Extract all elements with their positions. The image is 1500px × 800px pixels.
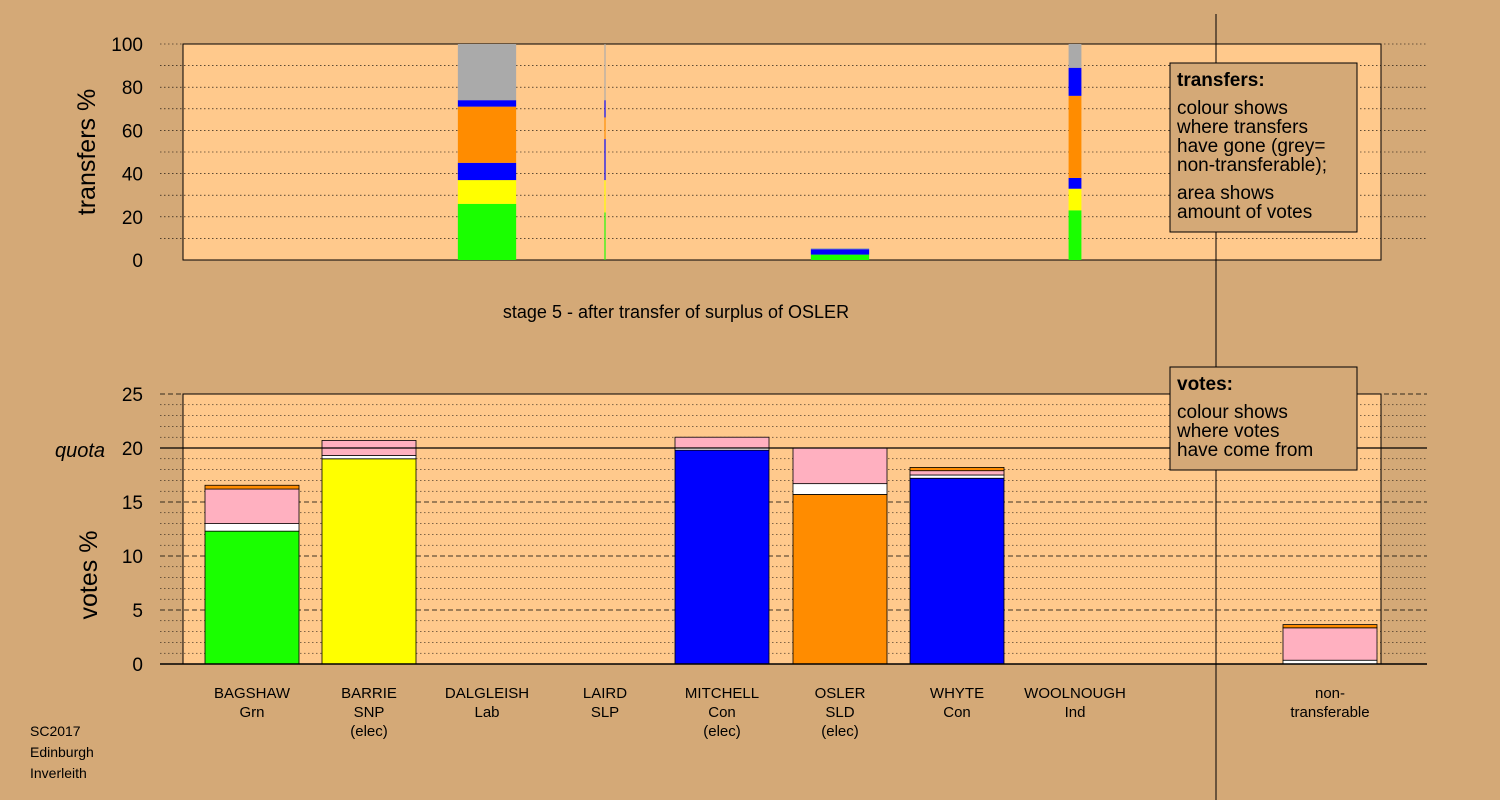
- vote-bar-segment: [909, 470, 1005, 476]
- candidate-name-label: OSLER: [815, 685, 866, 702]
- vote-bar-segment: [792, 494, 888, 665]
- vote-bar-segment: [204, 523, 300, 532]
- stage-title: stage 5 - after transfer of surplus of O…: [503, 302, 849, 322]
- vote-bar-segment: [321, 458, 417, 665]
- vote-bar-segment: [204, 488, 300, 525]
- vote-bar-segment: [792, 447, 888, 485]
- candidate-party-label: Ind: [1065, 704, 1086, 721]
- transfer-bar-segment: [457, 203, 517, 260]
- transfer-bar-segment: [1068, 95, 1082, 178]
- footer-line: SC2017: [30, 723, 81, 739]
- candidate-status-label: (elec): [821, 723, 859, 740]
- transfer-bar-segment: [604, 100, 606, 118]
- top-y-tick-label: 0: [132, 251, 143, 272]
- bottom-y-tick-label: 5: [132, 601, 143, 622]
- vote-bar-segment: [204, 484, 300, 490]
- transfers-legend-line: colour shows: [1177, 98, 1288, 119]
- candidate-name-label: WHYTE: [930, 685, 984, 702]
- transfers-legend-title: transfers:: [1177, 70, 1265, 91]
- vote-bar-segment: [321, 455, 417, 460]
- candidate-name-label: BARRIE: [341, 685, 397, 702]
- votes-legend-line: colour shows: [1177, 402, 1288, 423]
- transfer-bar-segment: [457, 162, 517, 181]
- candidate-name-label: MITCHELL: [685, 685, 759, 702]
- top-y-tick-label: 60: [122, 121, 143, 142]
- transfers-legend-line: have gone (grey=: [1177, 136, 1325, 157]
- transfer-bar-segment: [604, 117, 606, 140]
- bottom-y-axis-label: votes %: [75, 531, 103, 620]
- top-y-axis-label: transfers %: [73, 89, 101, 215]
- votes-legend-line: have come from: [1177, 440, 1313, 461]
- transfer-bar-segment: [810, 254, 870, 260]
- top-y-tick-label: 20: [122, 208, 143, 229]
- vote-bar-segment: [1282, 627, 1378, 661]
- transfer-bar-segment: [457, 100, 517, 107]
- candidate-name-label: LAIRD: [583, 685, 627, 702]
- vote-bar-segment: [1282, 624, 1378, 629]
- footer-line: Edinburgh: [30, 744, 94, 760]
- transfers-legend-line: amount of votes: [1177, 202, 1312, 223]
- bottom-y-tick-label: 20: [122, 439, 143, 460]
- transfer-bar-segment: [810, 248, 870, 250]
- transfers-legend: transfers: colour shows where transfers …: [1169, 62, 1358, 233]
- transfer-bar-segment: [457, 180, 517, 204]
- candidate-party-label: Lab: [474, 704, 499, 721]
- candidate-name-label: DALGLEISH: [445, 685, 529, 702]
- transfer-bar-segment: [1068, 210, 1082, 260]
- candidate-name-label: WOOLNOUGH: [1024, 685, 1126, 702]
- vote-bar-segment: [909, 474, 1005, 479]
- candidate-name-label: BAGSHAW: [214, 685, 291, 702]
- top-y-tick-label: 80: [122, 78, 143, 99]
- votes-legend: votes: colour shows where votes have com…: [1169, 366, 1358, 471]
- transfer-bar-segment: [810, 249, 870, 255]
- candidate-status-label: (elec): [703, 723, 741, 740]
- transfer-bar-segment: [604, 44, 606, 101]
- footer-line: Inverleith: [30, 765, 87, 781]
- top-y-tick-label: 100: [111, 35, 143, 56]
- vote-bar-segment: [909, 467, 1005, 472]
- bottom-y-tick-label: 15: [122, 493, 143, 514]
- votes-legend-line: where votes: [1176, 421, 1279, 442]
- bottom-y-tick-label: 0: [132, 655, 143, 676]
- nontransferable-label: transferable: [1290, 704, 1369, 721]
- transfer-bar-segment: [1068, 44, 1082, 68]
- transfer-bar-segment: [457, 106, 517, 163]
- candidate-party-label: Con: [943, 704, 971, 721]
- candidate-party-label: SLP: [591, 704, 619, 721]
- nontransferable-label: non-: [1315, 685, 1345, 702]
- vote-bar-segment: [674, 449, 770, 665]
- transfers-legend-line: non-transferable);: [1177, 155, 1327, 176]
- candidate-party-label: Con: [708, 704, 736, 721]
- bottom-y-tick-label: 10: [122, 547, 143, 568]
- transfer-bar-segment: [1068, 188, 1082, 211]
- top-y-tick-label: 40: [122, 165, 143, 186]
- vote-bar-segment: [909, 477, 1005, 665]
- bottom-y-tick-label: 25: [122, 385, 143, 406]
- transfer-bar-segment: [604, 139, 606, 181]
- transfers-legend-line: where transfers: [1176, 117, 1308, 138]
- votes-legend-title: votes:: [1177, 374, 1233, 395]
- transfer-bar-segment: [1068, 67, 1082, 96]
- candidate-party-label: SNP: [354, 704, 385, 721]
- candidate-party-label: SLD: [825, 704, 854, 721]
- transfer-bar-segment: [604, 212, 606, 260]
- vote-bar-segment: [674, 436, 770, 449]
- transfer-bar-segment: [457, 44, 517, 101]
- transfer-bar-segment: [604, 180, 606, 213]
- candidate-party-label: Grn: [239, 704, 264, 721]
- transfer-bar-segment: [1068, 177, 1082, 189]
- quota-label: quota: [55, 440, 105, 462]
- vote-bar-segment: [204, 530, 300, 665]
- transfers-legend-line: area shows: [1177, 183, 1274, 204]
- vote-bar-segment: [792, 483, 888, 495]
- candidate-status-label: (elec): [350, 723, 388, 740]
